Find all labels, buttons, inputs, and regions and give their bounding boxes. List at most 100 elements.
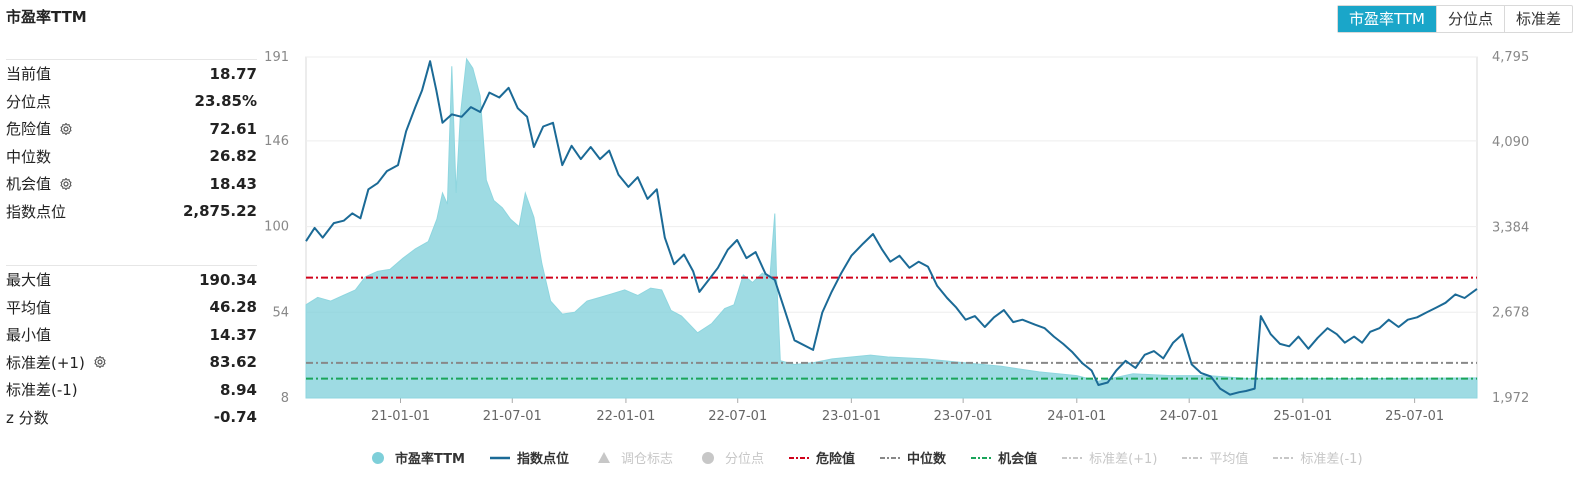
x-tick-label: 24-07-01 xyxy=(1160,409,1219,424)
x-tick-label: 22-01-01 xyxy=(596,409,655,424)
legend-item[interactable]: 调仓标志 xyxy=(593,448,673,467)
legend-label: 标准差(+1) xyxy=(1089,452,1158,467)
legend-item[interactable]: 标准差(-1) xyxy=(1272,448,1363,467)
legend-label: 标准差(-1) xyxy=(1300,452,1363,467)
pe-ttm-chart: 191 146 100 54 8 4,795 4,090 3,384 2,678 1,972 21-… xyxy=(264,50,1529,424)
y-right-tick-label: 4,090 xyxy=(1492,135,1529,150)
stat-row: 最小值 14.37 xyxy=(6,321,257,349)
stat-value: 8.94 xyxy=(219,380,257,399)
tab-2[interactable]: 标准差 xyxy=(1504,6,1572,32)
chart-legend: 市盈率TTM 指数点位 调仓标志 分位点 危险值 中位数 机会值 标准差(+1) 平均值 标准差(… xyxy=(367,448,1387,467)
stat-value: 190.34 xyxy=(199,270,257,289)
tab-group: 市盈率TTM 分位点 标准差 xyxy=(1337,5,1574,33)
x-tick-label: 24-01-01 xyxy=(1047,409,1106,424)
x-tick-label: 25-07-01 xyxy=(1385,409,1444,424)
y-left-tick-label: 191 xyxy=(264,50,289,65)
stat-value: 18.77 xyxy=(209,64,257,83)
stat-label-wrap: 标准差(-1) xyxy=(6,379,78,400)
legend-item[interactable]: 平均值 xyxy=(1181,448,1248,467)
stat-label-wrap: 机会值 xyxy=(6,173,73,194)
stat-value: 26.82 xyxy=(209,147,257,166)
stat-value: 83.62 xyxy=(209,353,257,372)
x-tick-label: 25-01-01 xyxy=(1273,409,1332,424)
x-tick-label: 23-07-01 xyxy=(934,409,993,424)
stat-row: 指数点位 2,875.22 xyxy=(6,198,257,226)
stat-label-wrap: 危险值 xyxy=(6,118,73,139)
legend-item[interactable]: 机会值 xyxy=(970,448,1037,467)
legend-item[interactable]: 分位点 xyxy=(697,448,764,467)
stat-row: 危险值 72.61 xyxy=(6,115,257,143)
stat-value: -0.74 xyxy=(213,408,257,427)
x-tick-label: 21-01-01 xyxy=(371,409,430,424)
stat-value: 23.85% xyxy=(194,92,257,111)
legend-triangle-icon xyxy=(593,451,615,465)
stat-label-wrap: 最大值 xyxy=(6,269,51,290)
legend-label: 平均值 xyxy=(1209,452,1249,467)
stat-label-wrap: 最小值 xyxy=(6,324,51,345)
stat-label-wrap: 中位数 xyxy=(6,146,51,167)
x-tick-label: 23-01-01 xyxy=(822,409,881,424)
legend-dashdot-icon xyxy=(1061,451,1083,465)
stat-row: z 分数 -0.74 xyxy=(6,404,257,432)
tab-0[interactable]: 市盈率TTM xyxy=(1338,6,1437,32)
legend-item[interactable]: 市盈率TTM xyxy=(367,448,465,467)
legend-label: 机会值 xyxy=(998,452,1038,467)
stat-label-wrap: 指数点位 xyxy=(6,201,66,222)
x-tick-label: 21-07-01 xyxy=(483,409,542,424)
legend-circle-icon xyxy=(697,451,719,465)
stat-row: 分位点 23.85% xyxy=(6,88,257,116)
legend-circle-icon xyxy=(367,451,389,465)
gear-icon[interactable] xyxy=(59,122,73,136)
legend-label: 市盈率TTM xyxy=(395,452,465,467)
stats-panel-bottom: 最大值 190.34 平均值 46.28 最小值 14.37 标准差(+1) 83.62 标准差… xyxy=(6,265,257,431)
legend-label: 分位点 xyxy=(725,452,765,467)
stat-label: 中位数 xyxy=(6,147,52,166)
y-right-tick-label: 2,678 xyxy=(1492,306,1529,321)
legend-label: 危险值 xyxy=(816,452,856,467)
stat-value: 46.28 xyxy=(209,298,257,317)
stat-row: 当前值 18.77 xyxy=(6,60,257,88)
index-points-line xyxy=(305,60,1478,396)
legend-label: 中位数 xyxy=(907,452,947,467)
gear-icon[interactable] xyxy=(59,177,73,191)
stat-label: 危险值 xyxy=(6,120,52,139)
stat-row: 机会值 18.43 xyxy=(6,170,257,198)
stat-label: 平均值 xyxy=(6,298,52,317)
stat-value: 14.37 xyxy=(209,325,257,344)
stat-row: 最大值 190.34 xyxy=(6,266,257,294)
stat-label: 当前值 xyxy=(6,65,52,84)
stat-row: 标准差(+1) 83.62 xyxy=(6,349,257,377)
legend-item[interactable]: 标准差(+1) xyxy=(1061,448,1157,467)
stat-value: 18.43 xyxy=(209,174,257,193)
page-title: 市盈率TTM xyxy=(6,8,87,26)
legend-label: 调仓标志 xyxy=(621,452,674,467)
legend-dashdot-icon xyxy=(788,451,810,465)
legend-dashdot-icon xyxy=(879,451,901,465)
stat-label: 最小值 xyxy=(6,326,52,345)
stat-label-wrap: 分位点 xyxy=(6,91,51,112)
legend-dashdot-icon xyxy=(970,451,992,465)
legend-item[interactable]: 中位数 xyxy=(879,448,946,467)
legend-label: 指数点位 xyxy=(516,452,569,467)
legend-item[interactable]: 指数点位 xyxy=(489,448,569,467)
y-right-tick-label: 4,795 xyxy=(1492,50,1529,65)
stat-label: 标准差(+1) xyxy=(6,353,85,372)
stats-panel-top: 当前值 18.77 分位点 23.85% 危险值 72.61 中位数 26.82 机会值 18.4… xyxy=(6,59,257,225)
legend-line-icon xyxy=(489,451,511,465)
legend-item[interactable]: 危险值 xyxy=(788,448,855,467)
y-left-tick-label: 54 xyxy=(272,305,289,320)
pe-ttm-area xyxy=(305,57,1478,399)
gear-icon[interactable] xyxy=(93,355,107,369)
legend-dashdot-icon xyxy=(1181,451,1203,465)
stat-label-wrap: 标准差(+1) xyxy=(6,352,107,373)
stat-label: z 分数 xyxy=(6,408,49,427)
x-tick-label: 22-07-01 xyxy=(708,409,767,424)
tab-1[interactable]: 分位点 xyxy=(1436,6,1504,32)
stat-label-wrap: 平均值 xyxy=(6,297,51,318)
y-left-tick-label: 8 xyxy=(281,391,289,406)
stat-label: 机会值 xyxy=(6,175,52,194)
stat-label-wrap: z 分数 xyxy=(6,407,49,428)
stat-label: 最大值 xyxy=(6,271,52,290)
y-left-tick-label: 146 xyxy=(264,134,289,149)
stat-label-wrap: 当前值 xyxy=(6,63,51,84)
